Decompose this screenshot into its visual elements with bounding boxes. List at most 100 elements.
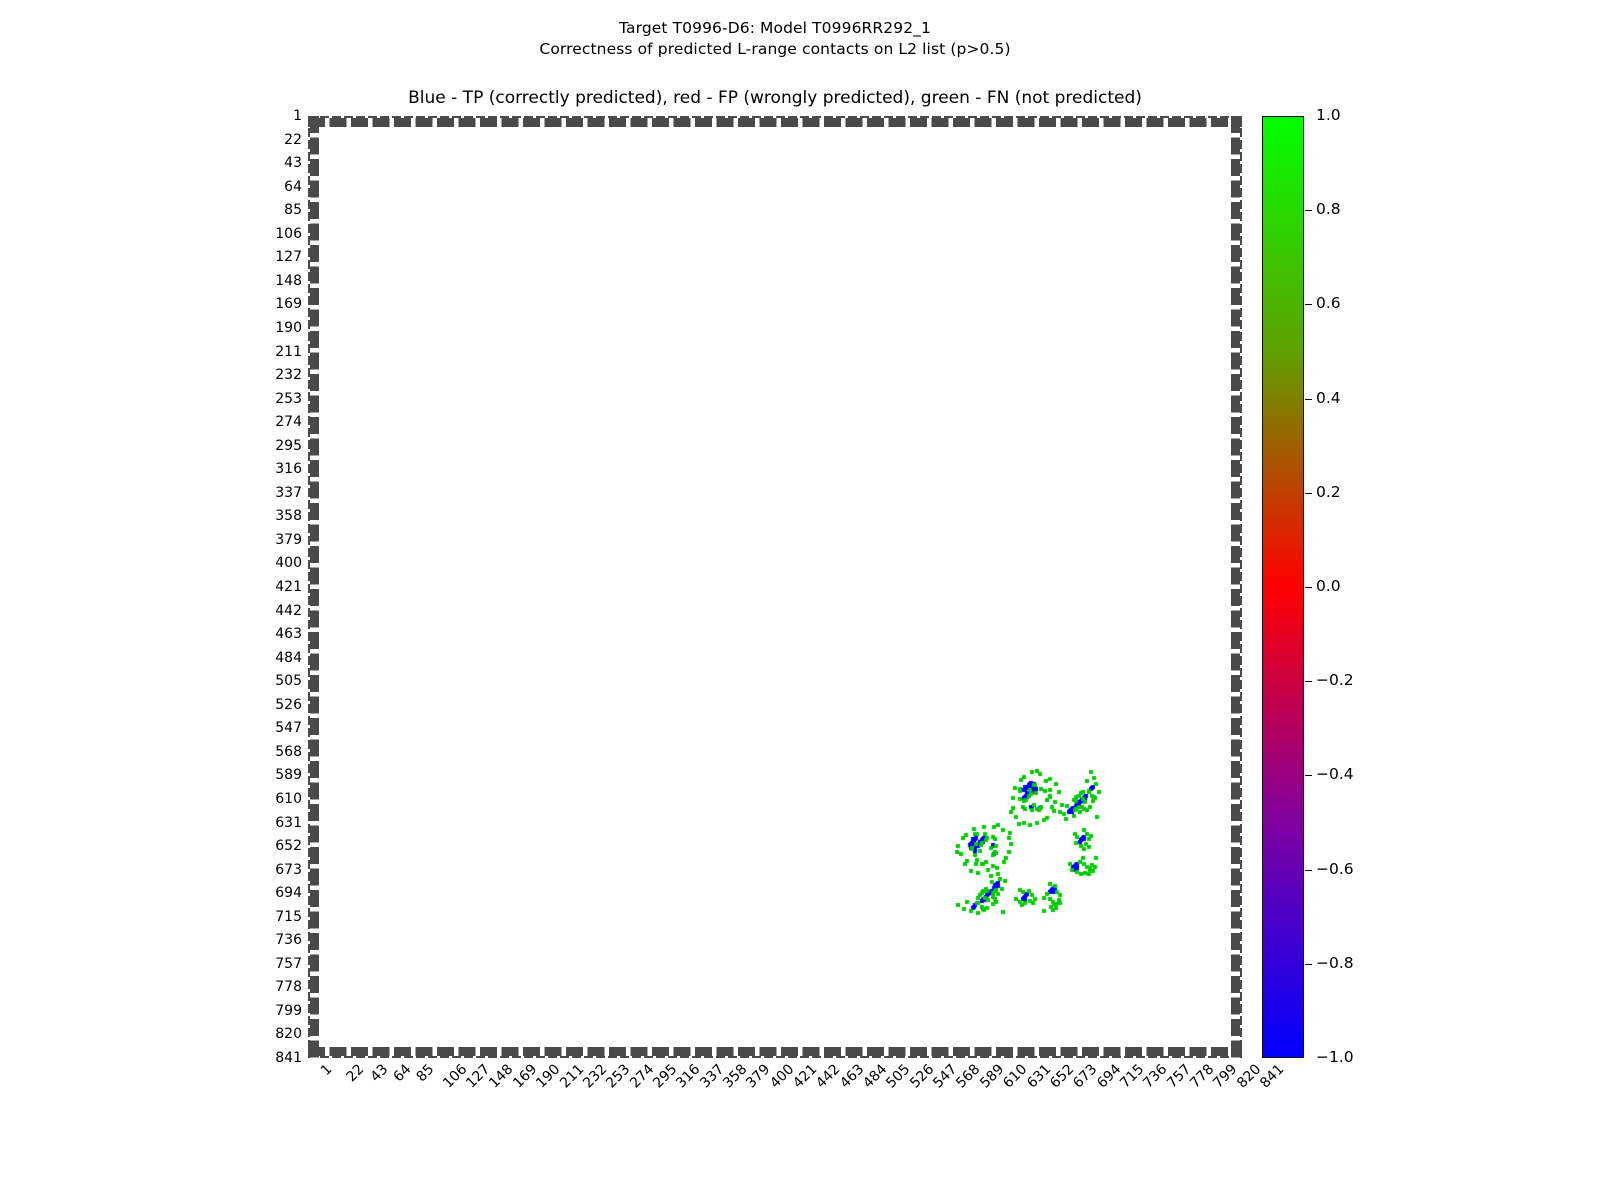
colorbar-tick-label: 1.0	[1316, 106, 1341, 124]
y-axis-tick-label: 421	[275, 579, 302, 595]
colorbar-tick-label: 0.4	[1316, 388, 1341, 407]
x-axis-tick-labels: 1 22 43 64 85 106 127 148 169 190 211 232 253 274 295 3…	[308, 1061, 1287, 1132]
y-axis-tick-label: 736	[275, 932, 302, 949]
x-axis-tick-label: 841	[1257, 1061, 1288, 1092]
y-axis-tick-label: 232	[275, 367, 302, 384]
y-axis-tick-label: 526	[275, 696, 302, 713]
x-axis-tick-label: 736	[1140, 1061, 1171, 1092]
y-axis-tick-label: 547	[275, 720, 302, 737]
colorbar-tick-label: −0.2	[1316, 671, 1354, 690]
x-axis-tick-label: 631	[1023, 1061, 1054, 1092]
y-axis-tick-label: 673	[275, 861, 302, 878]
x-axis-tick-label: 442	[813, 1061, 844, 1092]
x-axis-tick-label: 799	[1210, 1061, 1241, 1092]
colorbar-tick-mark	[1305, 492, 1312, 494]
y-axis-tick-label: 106	[275, 225, 302, 242]
x-axis-tick-label: 22	[343, 1061, 368, 1086]
chart-title-block: Target T0996-D6: Model T0996RR292_1 Corr…	[0, 18, 1550, 60]
axis-ticks-left	[310, 116, 319, 1058]
x-axis-tick-label: 1	[317, 1061, 336, 1079]
x-axis-tick-label: 610	[1000, 1061, 1031, 1092]
x-axis-tick-label: 379	[743, 1061, 774, 1092]
x-axis-tick-label: 148	[486, 1061, 517, 1092]
axis-border-right	[1239, 116, 1242, 1058]
y-axis-tick-label: 631	[275, 814, 302, 831]
colorbar-tick-label: 0.8	[1316, 200, 1341, 219]
y-axis-tick-label: 820	[275, 1026, 302, 1043]
x-axis-tick-label: 694	[1093, 1061, 1124, 1092]
x-axis-tick-label: 757	[1163, 1061, 1194, 1092]
y-axis-tick-label: 43	[284, 155, 302, 172]
y-axis-tick-label: 337	[275, 484, 302, 501]
colorbar-tick-mark	[1305, 775, 1312, 777]
axis-border-bottom	[308, 1055, 1242, 1058]
chart-title-line-1: Target T0996-D6: Model T0996RR292_1	[619, 19, 931, 37]
chart-legend-subtitle: Blue - TP (correctly predicted), red - F…	[408, 88, 1142, 108]
colorbar-tick-mark	[1305, 681, 1312, 683]
x-axis-tick-label: 673	[1070, 1061, 1101, 1092]
x-axis-tick-label: 253	[603, 1061, 634, 1092]
y-axis-tick-label: 841	[275, 1050, 302, 1066]
y-axis-tick-label: 442	[275, 602, 302, 619]
y-axis-tick-label: 379	[275, 531, 302, 548]
y-axis-tick-label: 148	[275, 272, 302, 289]
x-axis-tick-label: 211	[556, 1061, 587, 1092]
colorbar-tick-label: −1.0	[1316, 1048, 1354, 1066]
y-axis-tick-label: 211	[275, 343, 302, 360]
x-axis-tick-label: 316	[673, 1061, 704, 1092]
y-axis-tick-label: 316	[275, 461, 302, 478]
x-axis-tick-label: 190	[533, 1061, 564, 1092]
x-axis-tick-label: 337	[696, 1061, 727, 1092]
x-axis-tick-label: 568	[953, 1061, 984, 1092]
y-axis-tick-label: 85	[284, 202, 302, 219]
colorbar: 1.0 0.8 0.6 0.4 0.2 0.0 −0.2 −0.4 −0.6 −0.8 −1.0	[1262, 107, 1354, 1065]
colorbar-tick-mark	[1305, 210, 1312, 212]
axis-border-top	[308, 116, 1242, 119]
y-axis-tick-label: 568	[275, 743, 302, 760]
colorbar-tick-label: −0.6	[1316, 859, 1354, 878]
y-axis-tick-label: 799	[275, 1002, 302, 1019]
y-axis-tick-label: 22	[284, 131, 302, 148]
colorbar-tick-mark	[1305, 587, 1312, 588]
y-axis-tick-label: 127	[275, 249, 302, 266]
x-axis-tick-label: 274	[626, 1061, 657, 1092]
contact-map-plot-area	[308, 116, 1242, 1058]
axis-border-left	[308, 116, 311, 1058]
y-axis-tick-label: 253	[275, 390, 302, 407]
y-axis-tick-label: 715	[275, 908, 302, 925]
colorbar-tick-label: 0.6	[1316, 294, 1341, 313]
y-axis-tick-label: 463	[275, 626, 302, 643]
y-axis-tick-label: 358	[275, 508, 302, 525]
colorbar-tick-mark	[1305, 869, 1312, 871]
colorbar-tick-label: −0.4	[1316, 765, 1354, 784]
x-axis-tick-label: 64	[390, 1061, 415, 1086]
y-axis-tick-label: 400	[275, 555, 302, 572]
y-axis-tick-label: 652	[275, 838, 302, 855]
y-axis-tick-label: 505	[275, 673, 302, 690]
colorbar-tick-label: −0.8	[1316, 953, 1354, 972]
colorbar-tick-mark	[1305, 398, 1312, 400]
y-axis-tick-label: 484	[275, 649, 302, 666]
axis-ticks-right	[1231, 116, 1240, 1058]
contact-map-canvas	[308, 116, 1242, 1058]
y-axis-tick-labels: 1 22 43 64 85 106 127 148 169 190 211 232 253 274 295 3…	[258, 109, 302, 1065]
y-axis-tick-label: 694	[275, 885, 302, 902]
colorbar-tick-mark	[1305, 963, 1312, 965]
colorbar-tick-label: 0.2	[1316, 482, 1341, 501]
axis-ticks-top	[308, 118, 1242, 127]
y-axis-tick-label: 169	[275, 296, 302, 313]
x-axis-tick-label: 505	[883, 1061, 914, 1092]
y-axis-tick-label: 778	[275, 979, 302, 996]
y-axis-tick-label: 1	[293, 108, 302, 124]
y-axis-tick-label: 64	[284, 178, 302, 195]
y-axis-tick-label: 757	[275, 955, 302, 972]
y-axis-tick-label: 295	[275, 437, 302, 454]
colorbar-tick-label: 0.0	[1316, 577, 1341, 595]
colorbar-gradient	[1262, 116, 1304, 1058]
colorbar-tick-mark	[1305, 304, 1312, 306]
x-axis-tick-label: 43	[367, 1061, 392, 1086]
x-axis-tick-label: 85	[413, 1061, 438, 1086]
y-axis-tick-label: 589	[275, 767, 302, 784]
chart-title-line-2: Correctness of predicted L-range contact…	[539, 40, 1011, 58]
y-axis-tick-label: 190	[275, 319, 302, 336]
